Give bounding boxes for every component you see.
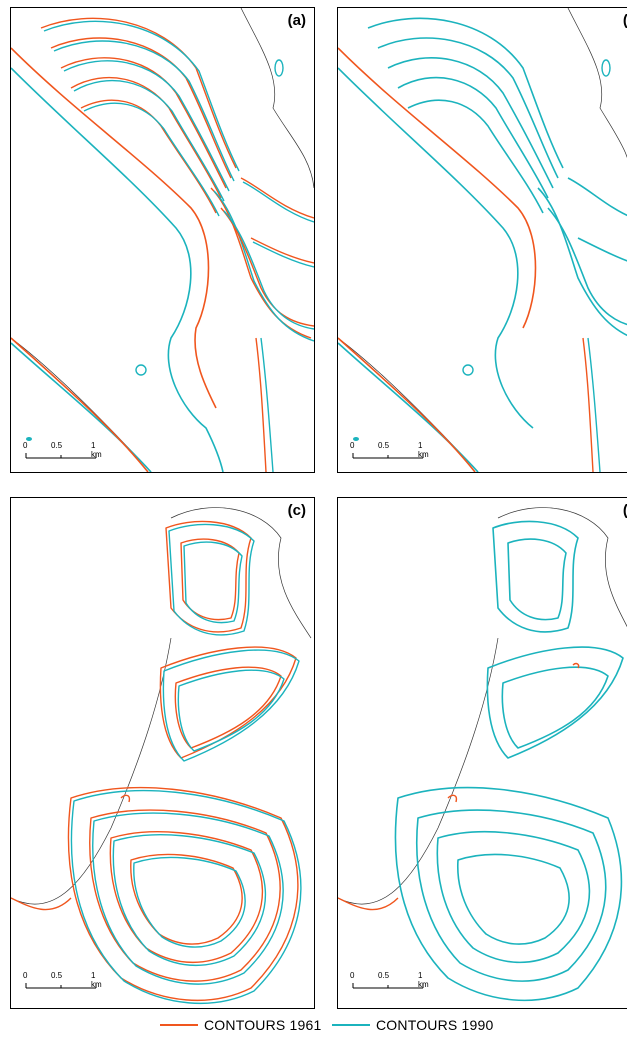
legend-swatch-1961 — [160, 1024, 198, 1026]
scale-tick-0: 0 — [350, 971, 355, 980]
scale-tick-1km: 1 km — [91, 441, 102, 459]
scale-tick-05: 0.5 — [378, 441, 390, 450]
contour-map-b — [338, 8, 627, 472]
panel-label: (a) — [287, 12, 306, 29]
panel-label: (b — [623, 12, 627, 29]
scale-bar-graphic — [25, 437, 97, 459]
legend-label-1990: CONTOURS 1990 — [376, 1017, 494, 1033]
legend-item-1961: CONTOURS 1961 — [160, 1015, 322, 1035]
panel-label: (c) — [287, 502, 306, 519]
scale-tick-05: 0.5 — [51, 971, 63, 980]
scale-bar-graphic — [352, 437, 424, 459]
map-panel-a: (a) 0 0.5 1 km — [10, 7, 315, 473]
scale-tick-0: 0 — [23, 971, 28, 980]
scale-tick-05: 0.5 — [51, 441, 63, 450]
scale-bar-graphic — [25, 983, 97, 989]
contour-map-d — [338, 507, 627, 1002]
legend: CONTOURS 1961 CONTOURS 1990 — [160, 1015, 500, 1037]
coastline — [338, 507, 627, 905]
legend-swatch-1990 — [332, 1024, 370, 1026]
map-panel-b: (b 0 0.5 1 km — [337, 7, 627, 473]
scale-tick-0: 0 — [23, 441, 28, 450]
legend-item-1990: CONTOURS 1990 — [332, 1015, 494, 1035]
scale-tick-05: 0.5 — [378, 971, 390, 980]
scale-tick-1km: 1 km — [418, 441, 429, 459]
scale-tick-1km: 1 km — [418, 971, 429, 989]
legend-label-1961: CONTOURS 1961 — [204, 1017, 322, 1033]
contour-map-a — [11, 8, 314, 472]
map-panel-c: (c) 0 0.5 1 km — [10, 497, 315, 1009]
scale-tick-0: 0 — [350, 441, 355, 450]
map-panel-d: (d 0 0.5 1 km — [337, 497, 627, 1009]
panel-label: (d — [623, 502, 627, 519]
contour-map-c — [11, 507, 312, 1005]
scale-tick-1km: 1 km — [91, 971, 102, 989]
scale-bar-graphic — [352, 983, 424, 989]
